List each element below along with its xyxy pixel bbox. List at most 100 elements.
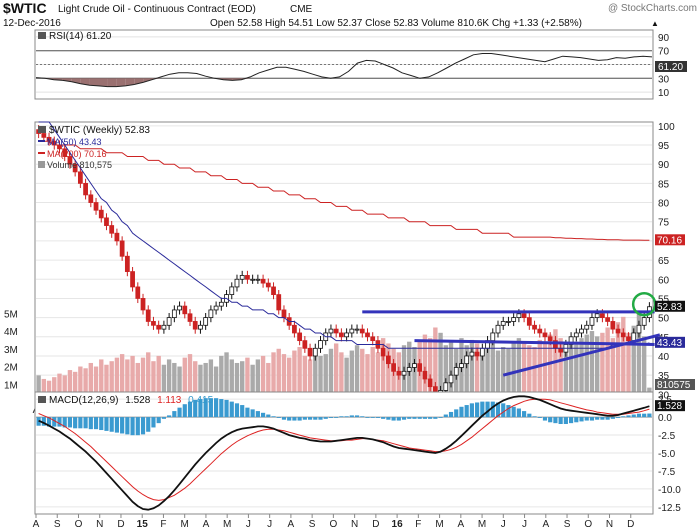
rsi-oversold-segment [62, 78, 72, 82]
macd-histogram-bar [177, 407, 182, 418]
price-legend: $WTIC (Weekly) 52.83 MA(50) 43.43 MA(200… [38, 125, 150, 170]
macd-histogram-bar [642, 413, 647, 418]
macd-histogram-bar [407, 417, 412, 419]
candle-down [542, 332, 548, 338]
candle-down [370, 336, 376, 342]
candle-down [396, 370, 402, 376]
volume-bar [88, 362, 94, 402]
candle-up [218, 301, 224, 307]
volume-bar [469, 339, 475, 402]
candle-down [558, 347, 564, 353]
volume-bar [323, 354, 328, 402]
price-tick-label: 65 [658, 256, 670, 267]
volume-bar [292, 350, 297, 402]
volume-bar [156, 355, 161, 402]
macd-badge: 1.528 [657, 401, 682, 412]
macd-histogram-bar [187, 401, 193, 418]
volume-bar [83, 368, 88, 402]
macd-histogram-bar [313, 417, 318, 420]
macd-histogram-bar [297, 417, 302, 421]
volume-bar [579, 338, 584, 402]
ma200-line [38, 140, 650, 241]
macd-histogram-bar [522, 411, 527, 418]
volume-bar [203, 362, 208, 402]
volume-bar [485, 345, 490, 402]
macd-histogram-bar [443, 414, 448, 418]
candle-down [547, 336, 553, 342]
volume-bar [380, 338, 386, 402]
candle-up [354, 328, 360, 331]
candle-up [584, 324, 590, 330]
candle-up [239, 275, 245, 280]
candle-up [636, 324, 642, 334]
candle-down [135, 286, 141, 299]
price-legend-title: $WTIC (Weekly) 52.83 [49, 125, 150, 136]
volume-bar [245, 357, 250, 402]
candle-down [380, 347, 386, 357]
month-label: M [181, 519, 189, 530]
macd-histogram-bar [120, 417, 125, 434]
candle-down [292, 324, 297, 334]
macd-tick-label: -5.0 [658, 449, 676, 460]
candle-up [255, 278, 261, 281]
volume-bar [386, 343, 391, 402]
macd-histogram-bar [234, 403, 240, 418]
macd-histogram-bar [193, 399, 198, 418]
candle-down [124, 255, 130, 272]
candle-down [605, 317, 611, 322]
macd-histogram-bar [109, 417, 114, 432]
volume-bar [146, 352, 151, 402]
candle-down [41, 133, 47, 138]
macd-histogram-bar [433, 417, 438, 419]
candle-down [615, 328, 621, 334]
candle-down [271, 286, 276, 296]
macd-histogram-bar [537, 417, 542, 418]
macd-histogram-bar [412, 417, 417, 419]
volume-bar [177, 366, 182, 402]
macd-histogram-bar [647, 413, 652, 418]
volume-bar [349, 350, 355, 402]
macd-label-signal: 1.113 [157, 395, 182, 406]
volume-bar [537, 339, 542, 402]
macd-histogram-bar [495, 402, 501, 418]
candle-down [365, 332, 370, 338]
month-label: N [96, 519, 103, 530]
volume-bar [354, 345, 360, 402]
candle-up [511, 317, 517, 322]
candle-up [594, 313, 600, 319]
month-label: S [54, 519, 61, 530]
rsi-oversold-segment [71, 78, 81, 84]
macd-histogram-bar [386, 417, 391, 420]
ma50-badge: 43.43 [657, 338, 682, 349]
volume-badge: 810575 [657, 380, 691, 391]
macd-label-hist: 0.415 [188, 395, 213, 406]
macd-histogram-bar [271, 416, 276, 418]
macd-histogram-bar [563, 417, 568, 425]
volume-bar [260, 355, 266, 402]
month-label: O [75, 519, 83, 530]
volume-bar [302, 355, 308, 402]
candle-down [532, 324, 537, 330]
candle-up [171, 309, 177, 319]
macd-histogram-bar [375, 417, 381, 418]
candle-down [192, 321, 198, 330]
candle-up [500, 321, 506, 326]
macd-histogram-bar [553, 417, 558, 424]
price-tick-label: 90 [658, 160, 670, 171]
macd-tick-label: -2.5 [658, 431, 676, 442]
volume-bar [219, 355, 224, 402]
candle-up [448, 374, 454, 384]
volume-bar [52, 377, 57, 402]
volume-bar [125, 359, 130, 402]
ohlc-summary: Open 52.58 High 54.51 Low 52.37 Close 52… [210, 18, 582, 29]
macd-histogram-bar [146, 417, 151, 432]
volume-bar [161, 364, 167, 402]
volume-bar [480, 348, 485, 402]
macd-histogram-bar [516, 408, 521, 418]
ma200-badge: 70.16 [657, 235, 682, 246]
candle-down [537, 328, 543, 334]
volume-bar [594, 336, 600, 402]
volume-tick-label: 4M [4, 327, 18, 338]
macd-histogram-bar [542, 417, 548, 421]
candle-down [72, 163, 78, 173]
